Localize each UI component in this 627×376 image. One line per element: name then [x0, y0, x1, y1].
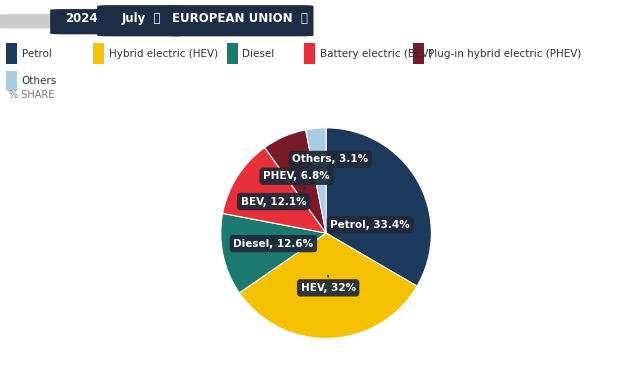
Text: Petrol: Petrol	[22, 49, 51, 59]
Text: Plug-in hybrid electric (PHEV): Plug-in hybrid electric (PHEV)	[428, 49, 582, 59]
Wedge shape	[240, 233, 417, 338]
FancyBboxPatch shape	[0, 14, 113, 29]
Text: Diesel, 12.6%: Diesel, 12.6%	[233, 239, 314, 249]
Text: BEV, 12.1%: BEV, 12.1%	[241, 197, 306, 209]
Text: PHEV, 6.8%: PHEV, 6.8%	[263, 171, 330, 189]
Bar	[304, 43, 315, 64]
Text: EUROPEAN UNION  ⌵: EUROPEAN UNION ⌵	[172, 12, 308, 26]
Text: Battery electric (BEV): Battery electric (BEV)	[320, 49, 433, 59]
Bar	[6, 71, 18, 91]
Wedge shape	[265, 130, 326, 233]
Text: Others, 3.1%: Others, 3.1%	[292, 155, 368, 176]
Wedge shape	[221, 214, 326, 293]
FancyBboxPatch shape	[166, 5, 314, 36]
Text: Hybrid electric (HEV): Hybrid electric (HEV)	[108, 49, 218, 59]
Bar	[93, 43, 104, 64]
Text: 2024: 2024	[65, 12, 98, 26]
Text: Petrol, 33.4%: Petrol, 33.4%	[330, 220, 410, 230]
FancyBboxPatch shape	[97, 5, 185, 36]
Text: HEV, 32%: HEV, 32%	[300, 276, 356, 293]
FancyBboxPatch shape	[50, 9, 113, 34]
Bar	[6, 43, 18, 64]
Text: Diesel: Diesel	[242, 49, 275, 59]
Bar	[413, 43, 424, 64]
Bar	[226, 43, 238, 64]
Wedge shape	[223, 147, 326, 233]
Text: Others: Others	[22, 76, 57, 86]
Text: July  ⌵: July ⌵	[122, 12, 161, 26]
Text: % SHARE: % SHARE	[9, 90, 55, 100]
Wedge shape	[326, 128, 431, 286]
Wedge shape	[306, 128, 326, 233]
